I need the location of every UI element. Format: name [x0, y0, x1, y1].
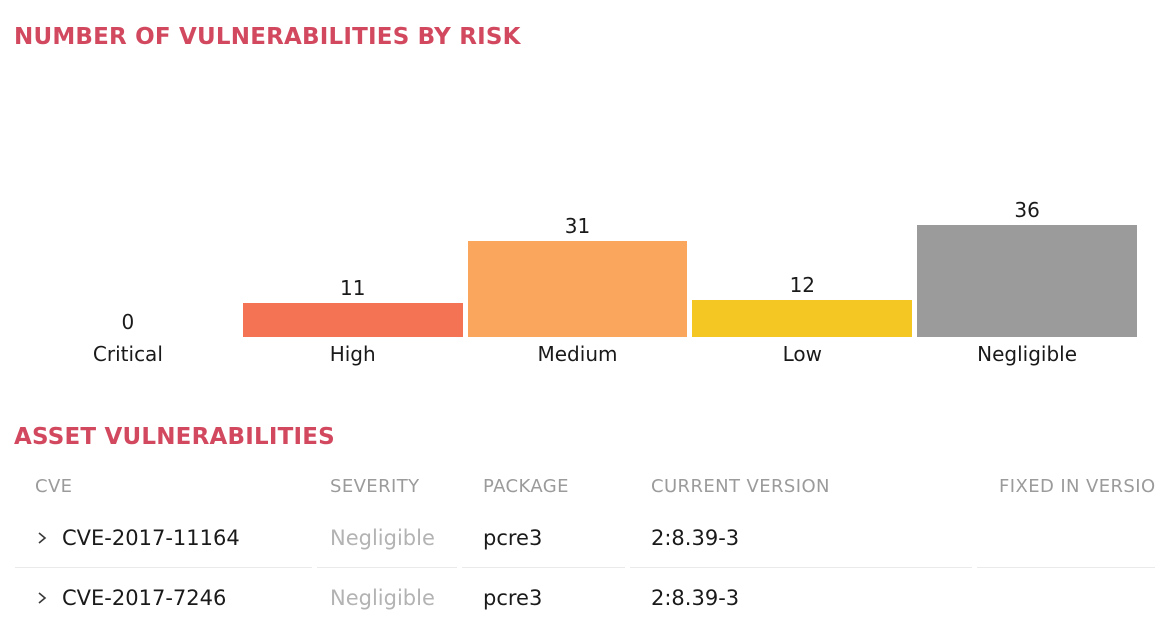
chart-category-axis: Critical High Medium Low Negligible	[18, 341, 1137, 367]
current-version-value: 2:8.39-3	[630, 508, 972, 568]
column-header-cve: CVE	[35, 475, 73, 497]
chart-bar	[917, 225, 1137, 337]
bar-value-label: 36	[1014, 198, 1040, 222]
column-header-severity: SEVERITY	[330, 475, 420, 497]
package-value: pcre3	[462, 508, 625, 568]
current-version-value: 2:8.39-3	[651, 586, 740, 610]
table-row[interactable]: CVE-2017-7246 Negligible pcre3 2:8.39-3	[15, 568, 1155, 628]
chart-column-critical: 0	[18, 310, 238, 337]
fixed-in-version-value	[977, 568, 1155, 628]
category-label-critical: Critical	[92, 342, 163, 366]
risk-bar-chart: 0 11 31 12 36	[18, 50, 1137, 337]
bar-value-label: 31	[564, 214, 591, 238]
cve-id: CVE-2017-7246	[62, 586, 227, 610]
table-header-row: CVE SEVERITY PACKAGE CURRENT VERSION FIX…	[15, 464, 1155, 508]
severity-value: Negligible	[317, 508, 457, 568]
table-row[interactable]: CVE-2017-11164 Negligible pcre3 2:8.39-3	[15, 508, 1155, 568]
chart-column-negligible: 36	[917, 198, 1137, 337]
chart-section-title: NUMBER OF VULNERABILITIES BY RISK	[14, 24, 521, 50]
expand-chevron-icon[interactable]	[35, 531, 48, 545]
category-label-medium: Medium	[537, 342, 618, 366]
cve-id: CVE-2017-11164	[62, 525, 240, 550]
package-value: pcre3	[483, 586, 543, 610]
column-header-package: PACKAGE	[483, 475, 569, 497]
column-header-fixed-in-version: FIXED IN VERSION	[999, 475, 1155, 497]
bar-value-label: 0	[121, 310, 135, 334]
bar-value-label: 12	[789, 273, 816, 297]
chart-bar	[692, 300, 913, 337]
chart-column-high: 11	[242, 276, 463, 337]
chart-column-medium: 31	[467, 214, 688, 337]
table-section-title: ASSET VULNERABILITIES	[14, 424, 335, 450]
asset-vulnerabilities-table: CVE SEVERITY PACKAGE CURRENT VERSION FIX…	[15, 464, 1155, 628]
category-label-low: Low	[782, 342, 822, 366]
category-label-negligible: Negligible	[977, 342, 1078, 366]
chart-bar	[242, 303, 463, 337]
chart-column-low: 12	[692, 273, 913, 337]
column-header-current-version: CURRENT VERSION	[651, 475, 830, 497]
severity-value: Negligible	[330, 586, 435, 610]
expand-chevron-icon[interactable]	[35, 591, 48, 605]
bar-value-label: 11	[339, 276, 366, 300]
fixed-in-version-value	[977, 508, 1155, 568]
chart-bar	[467, 241, 688, 337]
category-label-high: High	[329, 342, 376, 366]
